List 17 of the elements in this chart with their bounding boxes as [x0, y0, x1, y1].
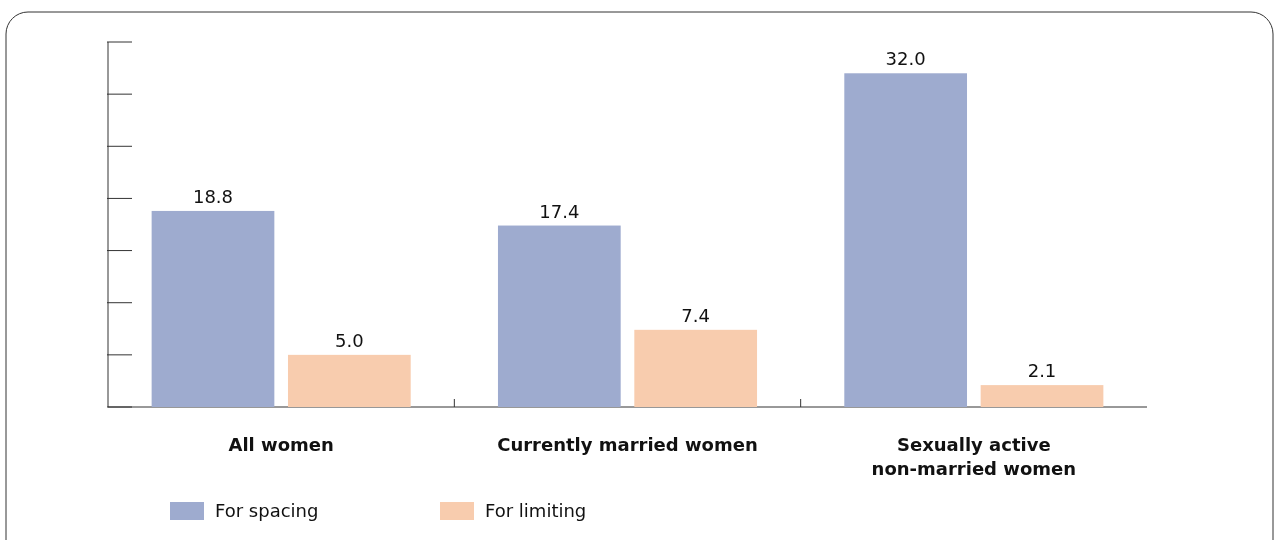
data-label: 5.0 [335, 329, 364, 351]
bar [287, 354, 411, 407]
x-tick-label: Currently married women [497, 434, 758, 455]
bar [151, 210, 275, 407]
x-tick-label: All women [228, 434, 334, 455]
data-label: 7.4 [681, 304, 710, 326]
bar [497, 225, 621, 407]
bar [980, 385, 1104, 407]
data-label: 32.0 [885, 48, 926, 70]
data-label: 2.1 [1027, 360, 1057, 382]
legend-label: For limiting [485, 500, 587, 522]
data-label: 17.4 [539, 200, 580, 222]
bar [844, 73, 968, 407]
x-tick-label: Sexually active non-married women [871, 434, 1077, 479]
data-label: 18.8 [192, 185, 234, 207]
bar [634, 329, 758, 407]
legend-label: For spacing [215, 500, 319, 522]
